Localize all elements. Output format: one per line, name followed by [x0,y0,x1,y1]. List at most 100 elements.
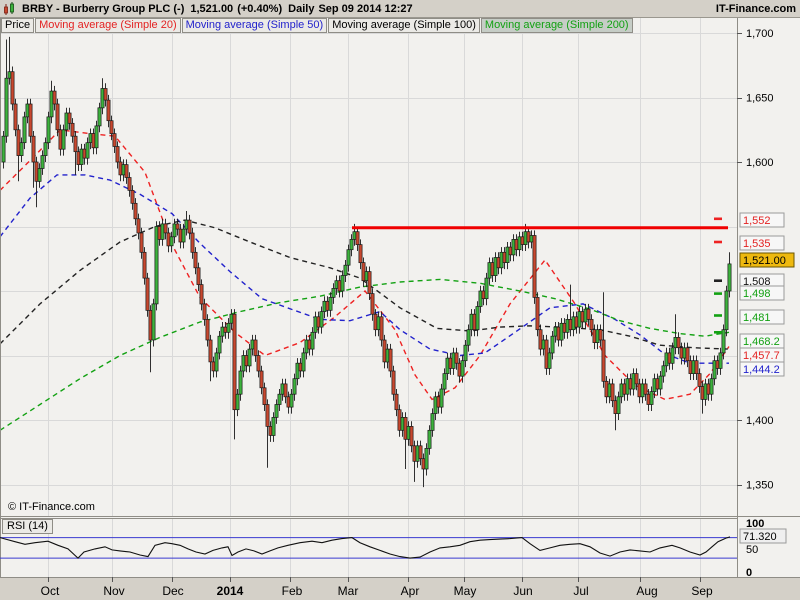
price-tick-label: 1,400 [746,415,774,427]
ma-line-4[interactable] [0,278,730,431]
month-label: Jun [513,584,532,598]
candle [589,319,594,331]
price-label-text: 1,444.2 [743,364,780,376]
candle [73,135,78,153]
candle [724,290,729,331]
rsi-scale-label: 0 [746,567,752,579]
candle [127,177,132,191]
ma-line-3[interactable] [0,219,730,350]
candle [175,223,180,230]
candle [181,228,186,243]
month-label: May [454,584,477,598]
price-label-box [739,285,785,301]
month-label: Apr [401,584,420,598]
timeframe-label[interactable]: Daily [288,2,315,15]
candle [124,164,129,178]
candle [10,71,15,105]
legend-ma200[interactable]: Moving average (Simple 200) [480,18,633,33]
candle [172,223,177,238]
candle [685,347,690,362]
candle [388,348,393,372]
price-label-text: 1,508 [743,276,771,288]
candle [550,335,555,354]
candle [601,339,606,382]
candle [475,306,480,331]
candle [253,339,258,356]
candle [271,417,276,436]
price-label-text: 1,535 [743,238,771,250]
rsi-value-box [739,528,787,544]
candle [115,146,120,163]
rsi-indicator-label[interactable]: RSI (14) [2,519,53,534]
candle [55,103,60,131]
last-price: 1,521.00 [190,2,234,15]
candle [610,383,615,402]
legend-ma50[interactable]: Moving average (Simple 50) [181,18,328,33]
candle [259,370,264,389]
candle [265,404,270,427]
candle [235,393,240,411]
candle [370,293,375,315]
candles [1,36,732,488]
candle [205,319,210,341]
candle [331,288,336,298]
candle [67,112,72,124]
candle [217,335,222,354]
candle [43,142,48,156]
candle [19,142,24,156]
ma-line-1[interactable] [0,129,730,401]
candle [463,344,468,362]
price-label-box [739,252,795,268]
candle [538,329,543,350]
candle [22,116,27,144]
month-label: 2014 [217,584,244,598]
candle [694,360,699,374]
candle [661,365,666,377]
candle [70,122,75,137]
candle [199,284,204,305]
candle [130,190,135,204]
candle [139,232,144,253]
candle [169,236,174,247]
legend-price[interactable]: Price [1,18,35,33]
price-label-text: 1,521.00 [743,255,786,267]
candle [142,251,147,279]
legend-ma100[interactable]: Moving average (Simple 100) [328,18,480,33]
rsi-line[interactable] [0,536,731,559]
candle [649,391,654,405]
month-label: Mar [338,584,359,598]
month-label: Oct [41,584,60,598]
candle [616,396,621,414]
candle [28,103,33,137]
candle [13,103,18,131]
candle [340,275,345,292]
candle [226,322,231,333]
candle [103,88,108,101]
candle [670,347,675,364]
candle [319,311,324,328]
candle [85,142,90,159]
candle [535,297,540,331]
candle [232,313,237,411]
price-axis[interactable]: 1,700 1,650 1,600 1,400 1,350 1,552 1,535 1,521… [737,28,795,579]
legend-ma20[interactable]: Moving average (Simple 20) [35,18,181,33]
candle [343,264,348,276]
price-label-box [739,212,785,228]
copyright-text: © IT-Finance.com [8,501,95,513]
month-label: Nov [103,584,124,598]
candle [61,129,66,150]
candle [202,303,207,320]
candle [301,352,306,372]
candle [283,383,288,398]
candle [439,388,444,408]
candle [145,277,150,311]
candle [394,393,399,411]
candle [292,378,297,395]
candle [214,352,219,372]
candlestick-icon [4,2,14,15]
brand-link[interactable]: IT-Finance.com [715,2,796,15]
candle [238,370,243,395]
time-axis[interactable]: Oct Nov Dec 2014 Feb Mar Apr May Jun Jul Aug Sep [41,577,713,598]
